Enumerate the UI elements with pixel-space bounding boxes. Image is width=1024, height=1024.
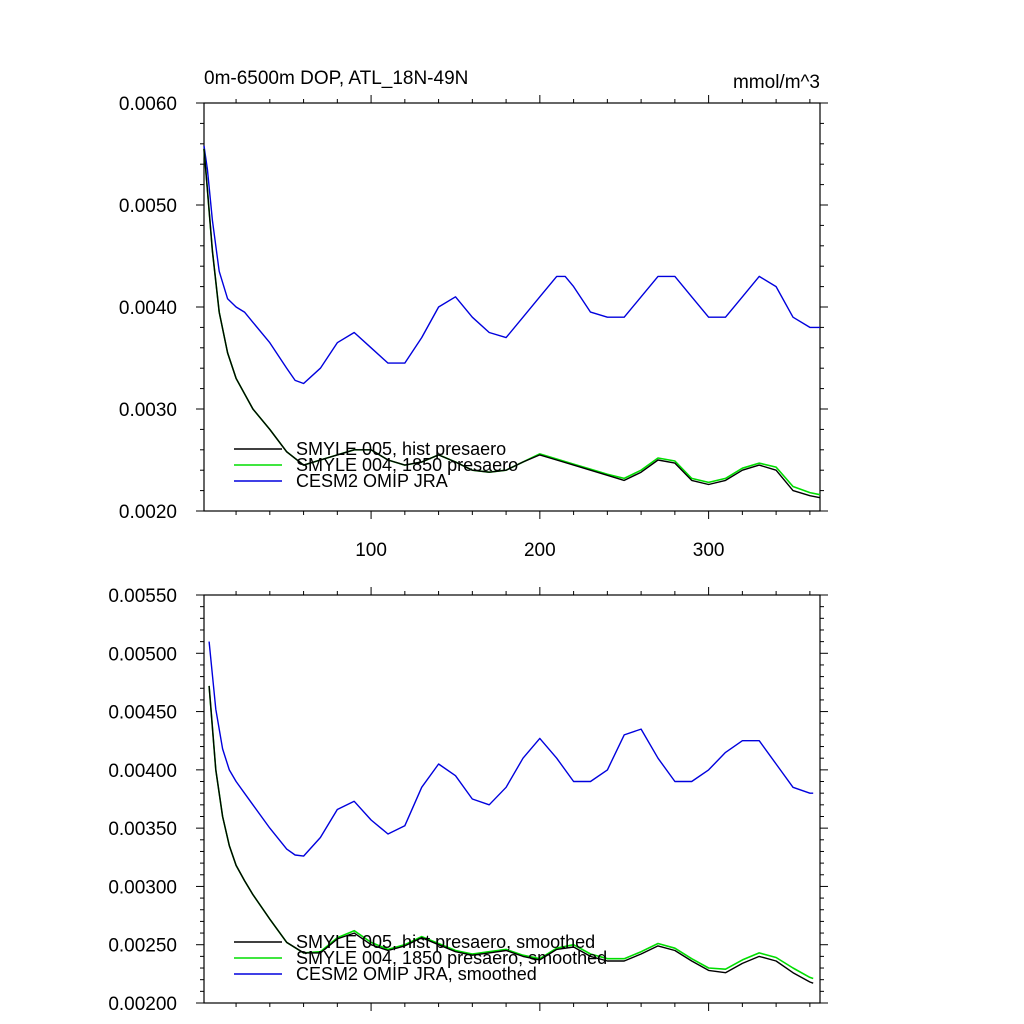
- y-tick-label: 0.00350: [108, 819, 177, 840]
- legend-label: CESM2 OMIP JRA, smoothed: [296, 964, 537, 984]
- chart-title: 0m-6500m DOP, ATL_18N-49N: [204, 68, 468, 89]
- legend-label: SMYLE 004, 1850 presaero: [296, 455, 518, 475]
- y-tick-label: 0.0030: [119, 400, 177, 421]
- series-line-2: [208, 641, 814, 857]
- legend-label: SMYLE 005, hist presaero, smoothed: [296, 932, 595, 952]
- y-tick-label: 0.00250: [108, 936, 177, 957]
- units-label: mmol/m^3: [733, 72, 820, 93]
- legend-label: SMYLE 004, 1850 presaero, smoothed: [296, 948, 607, 968]
- y-tick-label: 0.00200: [108, 994, 177, 1015]
- y-tick-label: 0.00450: [108, 703, 177, 724]
- y-tick-label: 0.00500: [108, 644, 177, 665]
- x-tick-label: 200: [524, 540, 556, 561]
- series-line-2: [203, 145, 820, 385]
- y-tick-label: 0.0050: [119, 196, 177, 217]
- y-tick-label: 0.00400: [108, 761, 177, 782]
- y-tick-label: 0.0020: [119, 502, 177, 523]
- smoothed-panel: 0.00200 0.00250 0.00300 0.00350 0.00400 0.004…: [108, 586, 828, 1015]
- y-tick-label: 0.00550: [108, 586, 177, 607]
- legend-label: SMYLE 005, hist presaero: [296, 439, 506, 459]
- y-tick-label: 0.0040: [119, 298, 177, 319]
- x-tick-label: 100: [355, 540, 387, 561]
- plot-frame-smoothed: [203, 594, 821, 1004]
- series-line-0: [208, 685, 814, 984]
- x-tick-label: 300: [693, 540, 725, 561]
- series-line-0: [203, 148, 821, 499]
- y-tick-label: 0.00300: [108, 877, 177, 898]
- legend-label: CESM2 OMIP JRA: [296, 471, 448, 491]
- y-tick-label: 0.0060: [119, 94, 177, 115]
- raw-panel: 0.0020 0.0030 0.0040 0.0050 0.0060 100 200 300 S…: [119, 94, 828, 561]
